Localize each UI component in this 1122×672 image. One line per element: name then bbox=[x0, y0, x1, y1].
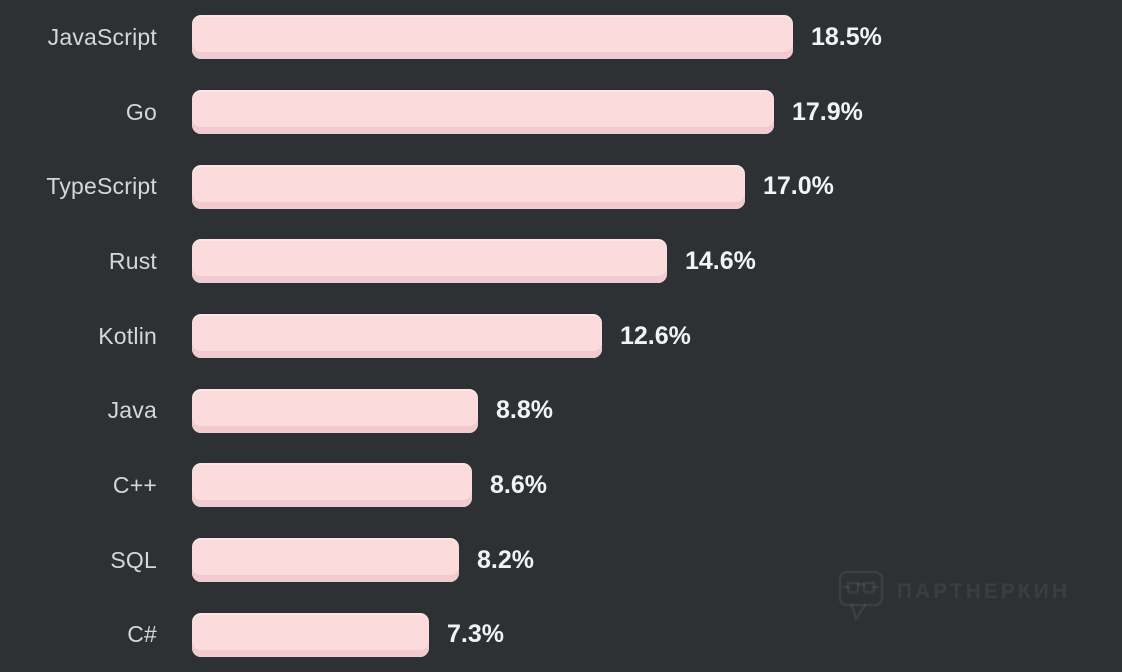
bar-sql bbox=[192, 538, 459, 583]
value-label: 8.8% bbox=[496, 396, 553, 425]
value-label: 17.9% bbox=[792, 97, 863, 126]
bar-area: 18.5% bbox=[192, 15, 882, 60]
bar-row: SQL 8.2% bbox=[0, 523, 1122, 598]
bar-row: JavaScript 18.5% bbox=[0, 0, 1122, 75]
category-label: Go bbox=[125, 98, 157, 125]
bar-row: Kotlin 12.6% bbox=[0, 299, 1122, 374]
value-label: 17.0% bbox=[763, 172, 834, 201]
bar-area: 17.9% bbox=[192, 90, 863, 134]
bar-c bbox=[192, 463, 472, 508]
bar-javascript bbox=[192, 15, 793, 60]
value-label: 14.6% bbox=[685, 246, 756, 275]
category-label: JavaScript bbox=[47, 23, 157, 50]
bar-area: 7.3% bbox=[192, 612, 504, 657]
value-label: 8.6% bbox=[490, 470, 547, 499]
bar-go bbox=[192, 90, 774, 134]
category-label: Java bbox=[107, 397, 157, 424]
value-label: 8.2% bbox=[477, 545, 534, 574]
category-label: Kotlin bbox=[98, 322, 157, 349]
watermark: ПАРТНЕРКИН bbox=[838, 570, 1070, 622]
bar-area: 8.8% bbox=[192, 388, 553, 433]
value-label: 12.6% bbox=[620, 321, 691, 350]
bar-area: 8.2% bbox=[192, 538, 534, 583]
bar-c bbox=[192, 612, 429, 657]
category-label: C++ bbox=[112, 471, 157, 498]
bar-row: C++ 8.6% bbox=[0, 448, 1122, 523]
bar-row: Go 17.9% bbox=[0, 75, 1122, 150]
bar-row: TypeScript 17.0% bbox=[0, 149, 1122, 224]
speech-bubble-glasses-icon bbox=[838, 570, 884, 622]
bar-area: 17.0% bbox=[192, 164, 834, 209]
bar-java bbox=[192, 388, 478, 433]
category-label: C# bbox=[127, 621, 157, 648]
bar-row: C# 7.3% bbox=[0, 597, 1122, 672]
bar-area: 12.6% bbox=[192, 314, 691, 359]
bar-typescript bbox=[192, 164, 745, 209]
value-label: 7.3% bbox=[447, 620, 504, 649]
bar-kotlin bbox=[192, 314, 602, 359]
bar-area: 14.6% bbox=[192, 239, 756, 284]
category-label: Rust bbox=[108, 247, 157, 274]
value-label: 18.5% bbox=[811, 22, 882, 51]
bar-row: Rust 14.6% bbox=[0, 224, 1122, 299]
bar-rust bbox=[192, 239, 667, 284]
category-label: SQL bbox=[110, 546, 157, 573]
category-label: TypeScript bbox=[46, 173, 157, 200]
bar-row: Java 8.8% bbox=[0, 373, 1122, 448]
bar-area: 8.6% bbox=[192, 463, 547, 508]
watermark-text: ПАРТНЕРКИН bbox=[896, 580, 1070, 603]
